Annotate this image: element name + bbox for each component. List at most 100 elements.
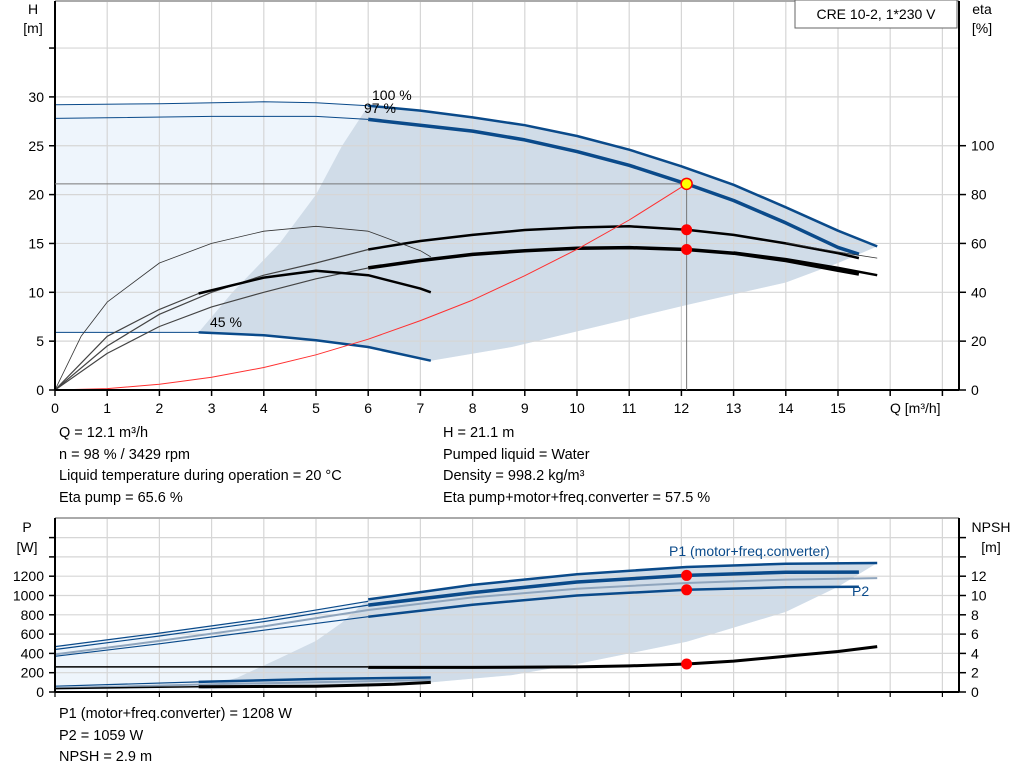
series-line-head-thick — [198, 331, 432, 362]
bottom-info: P1 (motor+freq.converter) = 1208 W P2 = … — [59, 704, 292, 769]
y-tick-label-left: 10 — [28, 284, 44, 300]
top-info-left: Q = 12.1 m³/h n = 98 % / 3429 rpm Liquid… — [59, 423, 342, 509]
series-line-eta-thick — [198, 269, 432, 295]
y-tick-label-left: 800 — [21, 607, 45, 623]
y-tick-label-right: 40 — [971, 284, 987, 300]
series-line-eta-thick — [367, 225, 860, 260]
eta-pump-point — [681, 224, 693, 236]
y-axis-unit-h: [m] — [23, 20, 42, 36]
info-head: H = 21.1 m — [443, 425, 515, 441]
x-tick-label: 0 — [51, 400, 59, 416]
series-line-p-thin — [54, 616, 369, 657]
curve-label-p1: P1 (motor+freq.converter) — [669, 543, 830, 559]
y-tick-label-right: 0 — [971, 684, 979, 700]
y-axis-unit-p: [W] — [17, 539, 38, 555]
y-tick-label-left: 0 — [36, 382, 44, 398]
y-axis-unit-npsh: [m] — [981, 539, 1000, 555]
title-box — [794, 0, 958, 29]
x-tick-label: 9 — [521, 400, 529, 416]
series-line-p-thin — [54, 681, 199, 687]
x-tick-label: 10 — [569, 400, 585, 416]
series-line-p-thick — [368, 585, 859, 618]
info-p1: P1 (motor+freq.converter) = 1208 W — [59, 706, 292, 722]
series-line-p-grey — [54, 577, 878, 656]
x-tick-label: 2 — [156, 400, 164, 416]
series-line-p-thin — [54, 604, 369, 651]
series-line-eta-thick — [733, 251, 878, 277]
y-tick-label-right: 8 — [971, 607, 979, 623]
y-tick-label-right: 80 — [971, 187, 987, 203]
series-line-eta-bold — [367, 245, 860, 276]
x-tick-label: 12 — [674, 400, 690, 416]
series-line-eta-thin — [54, 292, 199, 391]
series-line-eta-hair — [54, 225, 432, 391]
y-tick-label-right: 60 — [971, 235, 987, 251]
x-tick-label: 13 — [726, 400, 742, 416]
y-tick-label-left: 20 — [28, 187, 44, 203]
power-npsh-plot: 0 200 400 600 800 1000 1200 0 2 4 6 8 10 12 — [13, 517, 987, 700]
info-p2: P2 = 1059 W — [59, 727, 144, 744]
pump-title: CRE 10-2, 1*230 V — [816, 6, 936, 22]
series-line-eta-hair — [785, 242, 878, 259]
series-line-system — [54, 183, 687, 391]
y-axis-unit-eta: [%] — [972, 20, 992, 36]
series-line-p-bold — [367, 570, 859, 607]
y-tick-label-left: 200 — [21, 665, 45, 681]
p2-point — [681, 584, 693, 596]
head-efficiency-plot: 0 1 2 3 4 5 6 7 8 9 10 11 12 13 14 15051015202530020406… — [28, 0, 995, 416]
info-npsh: NPSH = 2.9 m — [59, 749, 153, 765]
info-density: Density = 998.2 kg/m³ — [443, 468, 585, 484]
y-axis-label-h: H — [28, 1, 38, 17]
info-flow: Q = 12.1 m³/h — [59, 425, 149, 441]
series-line-n-thick — [198, 680, 431, 689]
series-line-head-thick — [368, 104, 878, 248]
p1-point — [681, 569, 693, 581]
x-axis-label-q: Q [m³/h] — [890, 400, 941, 416]
info-temperature: Liquid temperature during operation = 20… — [59, 468, 342, 484]
y-tick-label-right: 2 — [971, 665, 979, 681]
y-tick-label-left: 1000 — [13, 588, 44, 604]
y-tick-label-right: 6 — [971, 626, 979, 642]
series-line-head-thin — [54, 115, 369, 120]
y-axis-label-eta: eta — [972, 1, 992, 17]
x-tick-label: 14 — [778, 400, 794, 416]
series-line-head-bold — [368, 117, 860, 256]
y-tick-label-left: 5 — [36, 333, 44, 349]
y-axis-label-p: P — [22, 519, 31, 535]
y-tick-label-left: 0 — [36, 684, 44, 700]
y-axis-label-npsh: NPSH — [972, 519, 1011, 535]
curve-label-p2: P2 — [852, 583, 869, 599]
y-tick-label-right: 10 — [971, 588, 987, 604]
curve-label-45: 45 % — [210, 314, 242, 330]
eta-total-point — [681, 244, 693, 256]
series-line-p-thin — [54, 600, 369, 648]
info-eta-pump: Eta pump = 65.6 % — [59, 489, 183, 506]
y-tick-label-right: 0 — [971, 382, 979, 398]
series-line-n-thin — [54, 685, 199, 690]
y-tick-label-left: 400 — [21, 645, 45, 661]
npsh-point — [681, 658, 693, 670]
x-tick-label: 7 — [417, 400, 425, 416]
y-tick-label-left: 600 — [21, 626, 45, 642]
series-line-eta-thin — [54, 248, 369, 391]
x-tick-label: 6 — [364, 400, 372, 416]
x-tick-label: 3 — [208, 400, 216, 416]
series-line-p-grey — [54, 678, 431, 690]
y-tick-label-right: 20 — [971, 333, 987, 349]
curve-label-97: 97 % — [364, 100, 396, 116]
y-tick-label-right: 100 — [971, 138, 995, 154]
y-tick-label-right: 12 — [971, 568, 987, 584]
x-tick-label: 1 — [103, 400, 111, 416]
x-tick-label: 11 — [622, 400, 637, 416]
y-tick-label-right: 4 — [971, 645, 979, 661]
top-info-right: H = 21.1 m Pumped liquid = Water Density… — [443, 423, 710, 509]
x-tick-label: 5 — [312, 400, 320, 416]
info-eta-total: Eta pump+motor+freq.converter = 57.5 % — [443, 489, 711, 506]
x-tick-label: 4 — [260, 400, 268, 416]
operating-range-dark — [55, 563, 878, 691]
duty-point — [680, 177, 693, 191]
y-tick-label-left: 1200 — [13, 568, 44, 584]
info-liquid: Pumped liquid = Water — [443, 446, 590, 463]
y-tick-label-left: 25 — [28, 138, 44, 154]
